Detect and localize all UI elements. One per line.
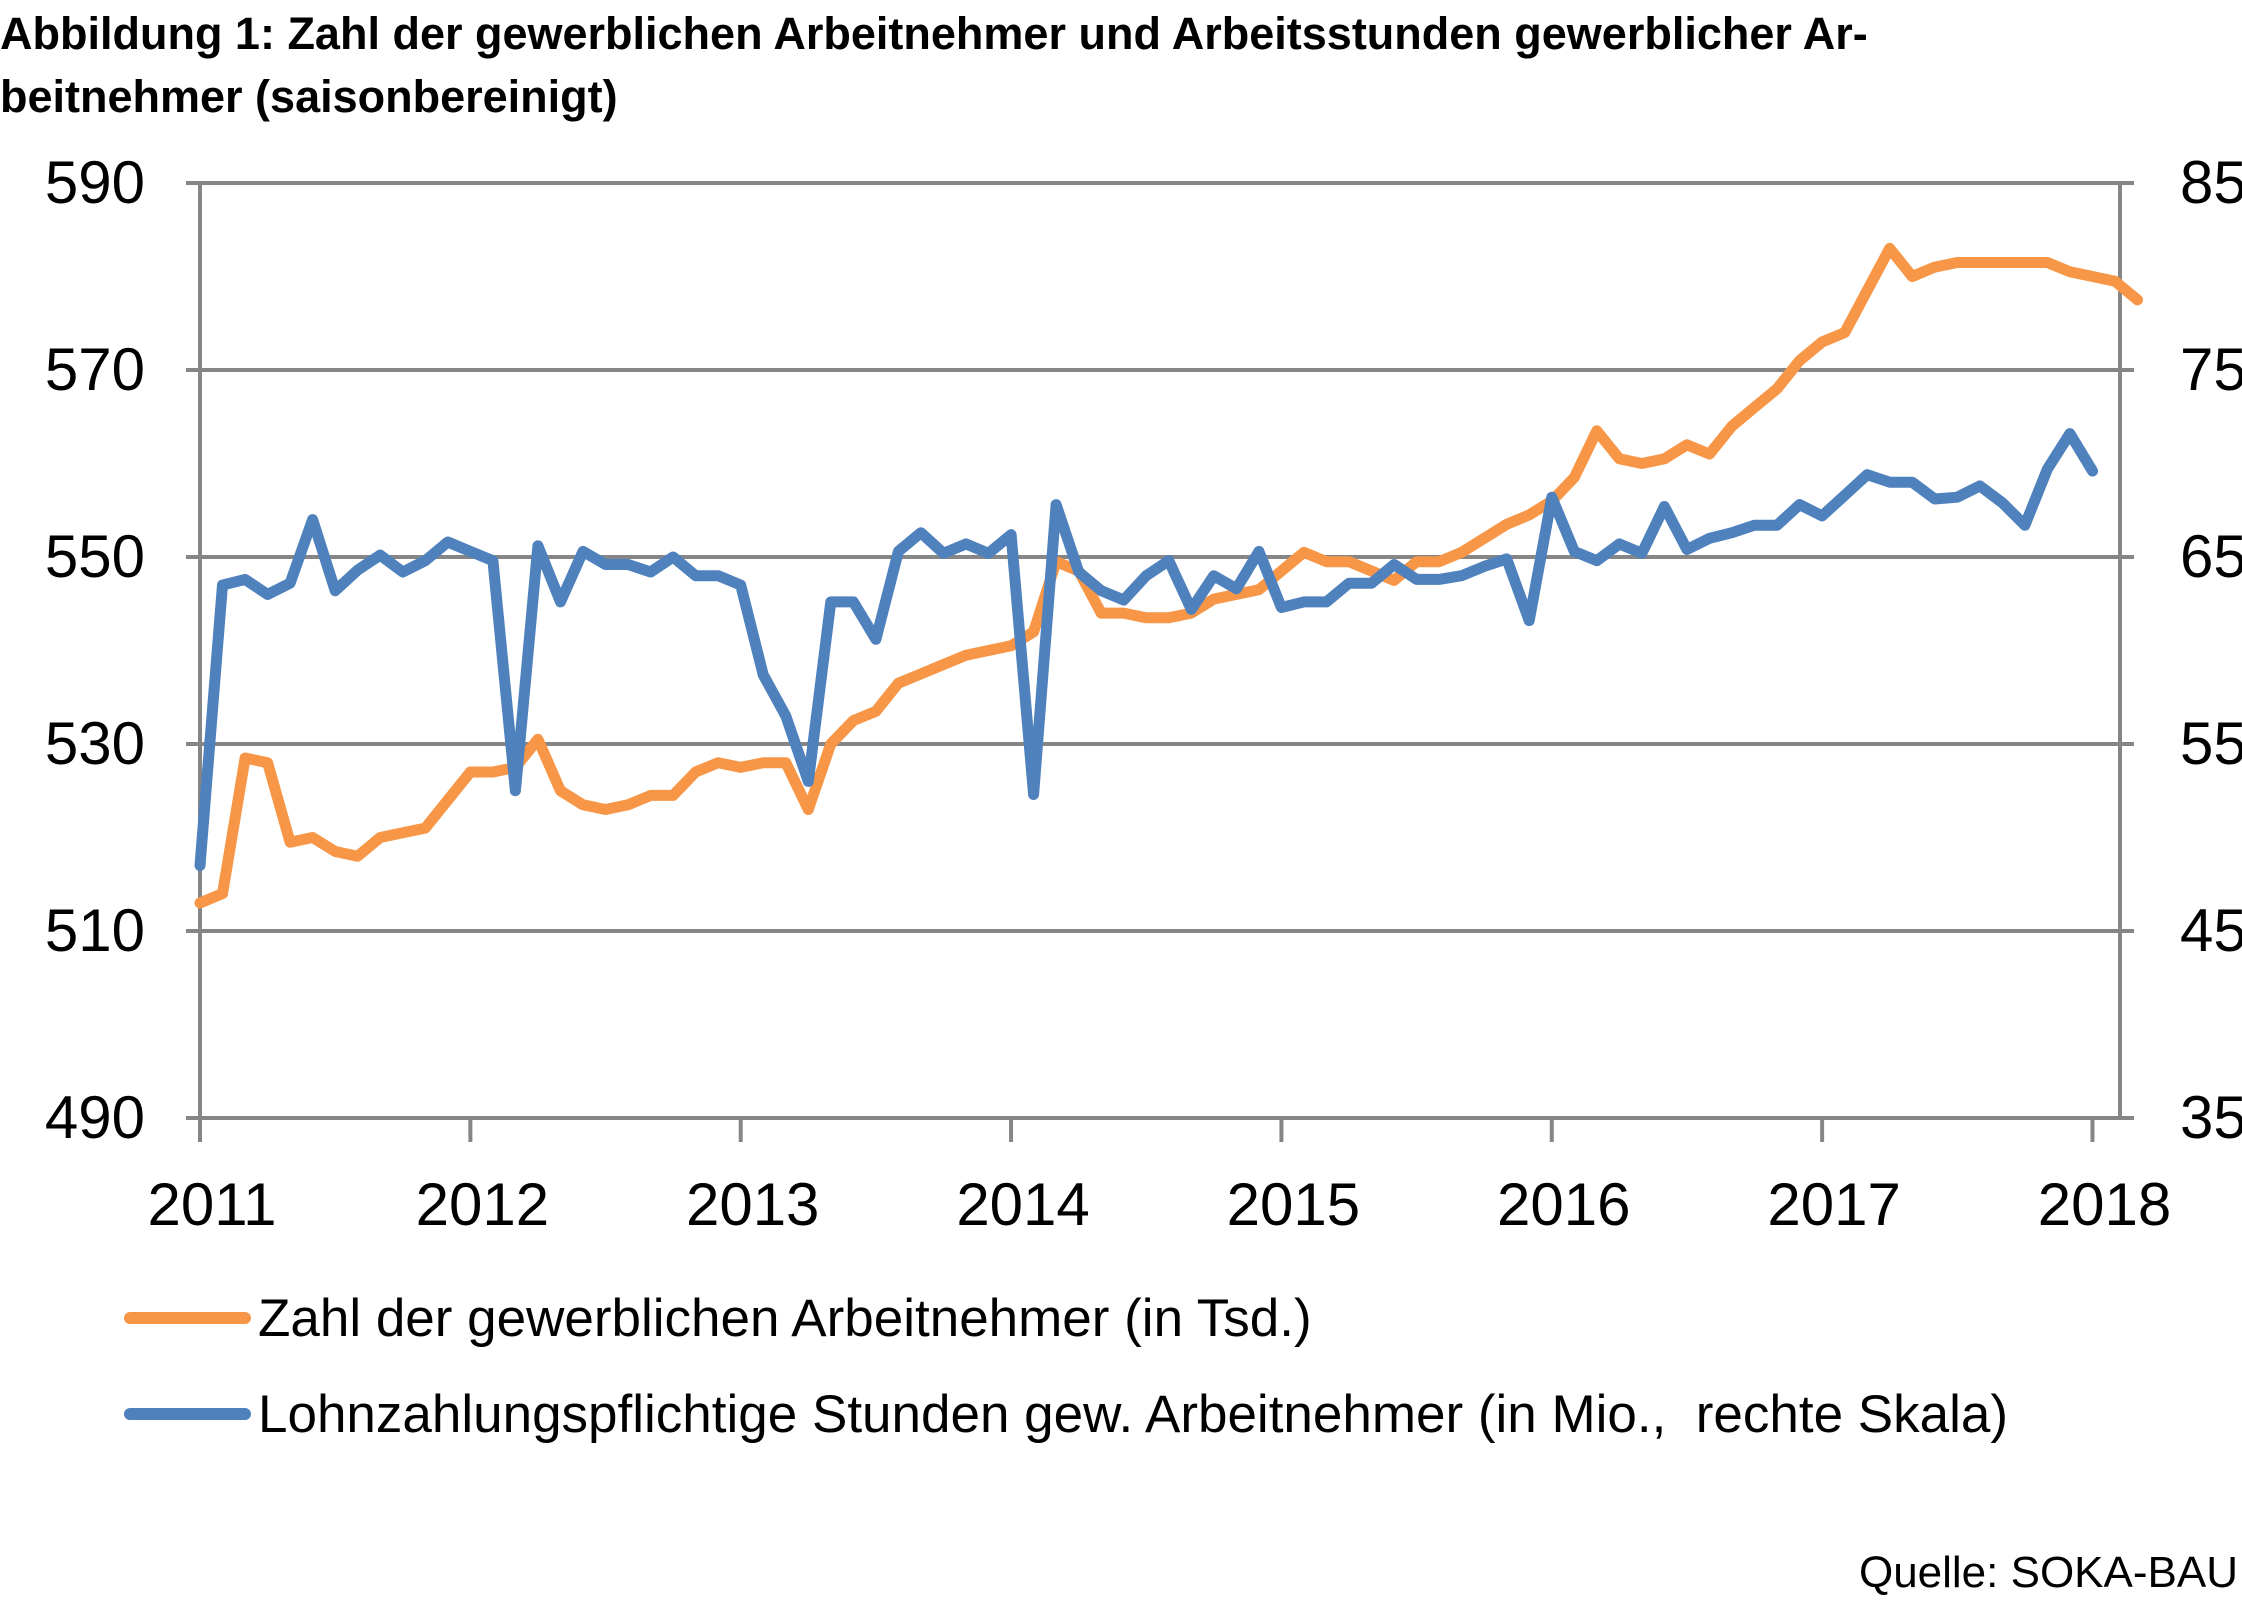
y-right-tick-label: 75 bbox=[2180, 336, 2242, 403]
y-right-tick-label: 45 bbox=[2180, 897, 2242, 964]
axes bbox=[186, 181, 2134, 1142]
y-right-tick-label: 85 bbox=[2180, 149, 2242, 216]
series-line-hours bbox=[194, 428, 2098, 871]
legend: Zahl der gewerblichen Arbeitnehmer (in T… bbox=[124, 1289, 2008, 1444]
chart-title: Abbildung 1: Zahl der gewerblichen Arbei… bbox=[0, 2, 2200, 128]
x-tick-label: 2016 bbox=[1497, 1171, 1630, 1238]
x-tick-label: 2017 bbox=[1767, 1171, 1900, 1238]
x-tick-label: 2012 bbox=[416, 1171, 549, 1238]
y-left-tick-label: 490 bbox=[45, 1084, 145, 1151]
y-right-tick-label: 55 bbox=[2180, 710, 2242, 777]
y-right-tick-label: 35 bbox=[2180, 1084, 2242, 1151]
legend-label-employees: Zahl der gewerblichen Arbeitnehmer (in T… bbox=[258, 1289, 1312, 1348]
source-note: Quelle: SOKA-BAU bbox=[1858, 1548, 2238, 1597]
y-left-tick-label: 570 bbox=[45, 336, 145, 403]
x-tick-label: 2013 bbox=[686, 1171, 819, 1238]
series-lines bbox=[194, 242, 2143, 909]
x-tick-label: 2014 bbox=[956, 1171, 1089, 1238]
x-tick-label: 2018 bbox=[2038, 1171, 2171, 1238]
tick-labels: 490 35 510 45 530 55 550 65 570 75 590 85 2011 2012 20… bbox=[45, 149, 2242, 1238]
title-line-2: beitnehmer (saisonbereinigt) bbox=[0, 71, 618, 122]
title-line-1: Abbildung 1: Zahl der gewerblichen Arbei… bbox=[0, 8, 1868, 59]
y-right-tick-label: 65 bbox=[2180, 523, 2242, 590]
y-left-tick-label: 530 bbox=[45, 710, 145, 777]
y-left-tick-label: 550 bbox=[45, 523, 145, 590]
y-left-tick-label: 590 bbox=[45, 149, 145, 216]
gridlines bbox=[200, 181, 2120, 933]
y-left-tick-label: 510 bbox=[45, 897, 145, 964]
legend-label-hours: Lohnzahlungspflichtige Stunden gew. Arbe… bbox=[258, 1385, 2008, 1444]
x-tick-label: 2011 bbox=[147, 1171, 276, 1238]
x-tick-label: 2015 bbox=[1227, 1171, 1360, 1238]
